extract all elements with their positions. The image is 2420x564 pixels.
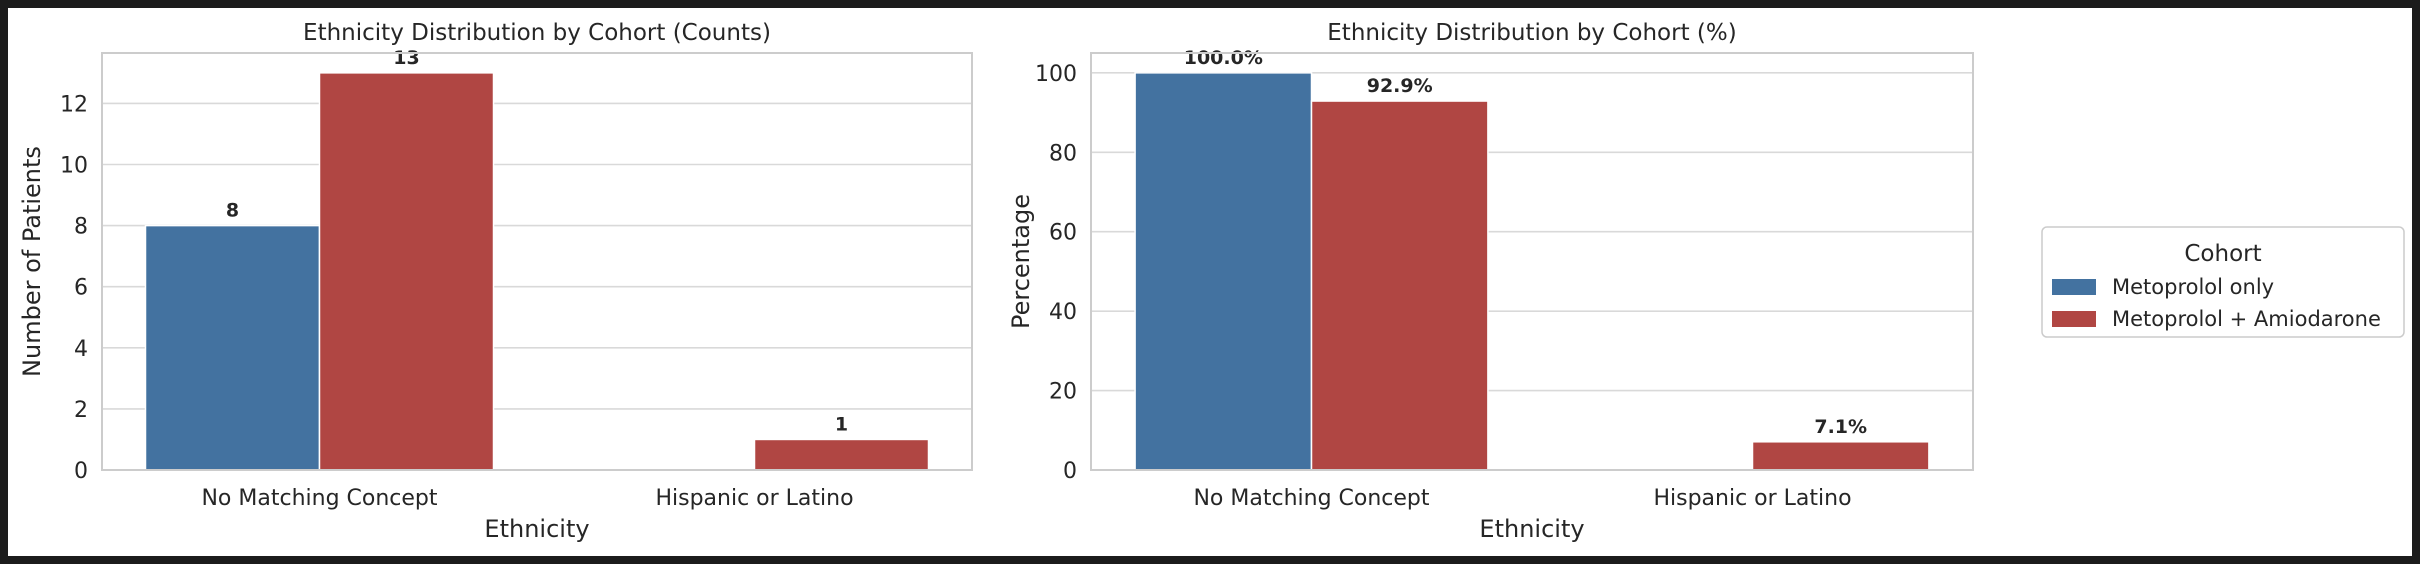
chart-percent-y-ticks: 0 20 40 60 80 100 (1035, 62, 1077, 484)
percent-x-tick-hispanic-or-latino: Hispanic or Latino (1653, 486, 1851, 511)
counts-y-tick-5: 10 (60, 154, 88, 179)
chart-counts: 8 13 1 0 2 4 6 8 10 12 No Matching Concept Hispan… (18, 20, 973, 543)
chart-percent-title: Ethnicity Distribution by Cohort (%) (1327, 20, 1736, 46)
percent-y-tick-2: 40 (1049, 300, 1077, 325)
chart-percent-x-axis-label: Ethnicity (1479, 515, 1584, 543)
percent-y-tick-1: 20 (1049, 380, 1077, 405)
legend-entry-metoprolol-amiodarone: Metoprolol + Amiodarone (2112, 307, 2381, 331)
percent-bar-label-metoprolol-amiodarone-hispanic-or-latino: 7.1% (1814, 416, 1867, 438)
chart-counts-axes-frame (101, 52, 973, 471)
counts-bar-metoprolol-amiodarone-no-matching-concept (318, 72, 495, 471)
figure-canvas: 8 13 1 0 2 4 6 8 10 12 No Matching Concept Hispan… (8, 8, 2412, 556)
chart-percent-bars (1134, 72, 1930, 471)
chart-percent-axes-frame (1090, 52, 1974, 471)
chart-percent-x-ticks: No Matching Concept Hispanic or Latino (1193, 486, 1851, 511)
percent-bar-metoprolol-amiodarone-no-matching-concept (1310, 100, 1489, 471)
legend-swatch-metoprolol-amiodarone (2052, 311, 2096, 327)
chart-percent: 100.0% 92.9% 7.1% 0 20 40 60 80 100 No Matching… (1007, 20, 1974, 543)
percent-bar-metoprolol-amiodarone-hispanic-or-latino (1751, 441, 1930, 471)
chart-percent-y-axis-label: Percentage (1007, 194, 1035, 329)
legend-swatch-metoprolol-only (2052, 279, 2096, 295)
legend-box (2041, 226, 2405, 338)
chart-counts-bars (144, 72, 930, 471)
counts-bar-label-metoprolol-only-no-matching-concept: 8 (226, 200, 239, 222)
figure-svg: 8 13 1 0 2 4 6 8 10 12 No Matching Concept Hispan… (18, 20, 2405, 543)
percent-bar-label-metoprolol-amiodarone-no-matching-concept: 92.9% (1367, 75, 1433, 97)
percent-bar-label-metoprolol-only-no-matching-concept: 100.0% (1184, 47, 1263, 69)
legend-entry-metoprolol-only: Metoprolol only (2112, 275, 2274, 299)
counts-y-tick-2: 4 (74, 337, 88, 362)
chart-counts-title: Ethnicity Distribution by Cohort (Counts… (303, 20, 771, 46)
counts-bar-label-metoprolol-amiodarone-hispanic-or-latino: 1 (835, 413, 848, 435)
counts-y-tick-4: 8 (74, 215, 88, 240)
chart-counts-y-ticks: 0 2 4 6 8 10 12 (60, 92, 88, 484)
legend-title: Cohort (2184, 241, 2261, 267)
chart-counts-x-axis-label: Ethnicity (484, 515, 589, 543)
legend: Cohort Metoprolol only Metoprolol + Amio… (2041, 226, 2405, 338)
counts-x-tick-hispanic-or-latino: Hispanic or Latino (655, 486, 853, 511)
counts-bar-metoprolol-amiodarone-hispanic-or-latino (753, 438, 930, 471)
counts-y-tick-3: 6 (74, 276, 88, 301)
counts-bar-label-metoprolol-amiodarone-no-matching-concept: 13 (393, 47, 419, 69)
percent-y-tick-5: 100 (1035, 62, 1077, 87)
percent-x-tick-no-matching-concept: No Matching Concept (1193, 486, 1429, 511)
counts-x-tick-no-matching-concept: No Matching Concept (201, 486, 437, 511)
percent-y-tick-4: 80 (1049, 141, 1077, 166)
counts-bar-metoprolol-only-no-matching-concept (144, 224, 321, 471)
percent-y-tick-0: 0 (1063, 459, 1077, 484)
counts-y-tick-0: 0 (74, 459, 88, 484)
counts-y-tick-1: 2 (74, 398, 88, 423)
percent-bar-metoprolol-only-no-matching-concept (1134, 72, 1313, 471)
chart-counts-y-axis-label: Number of Patients (18, 146, 46, 377)
chart-counts-x-ticks: No Matching Concept Hispanic or Latino (201, 486, 853, 511)
counts-y-tick-6: 12 (60, 92, 88, 117)
percent-y-tick-3: 60 (1049, 221, 1077, 246)
